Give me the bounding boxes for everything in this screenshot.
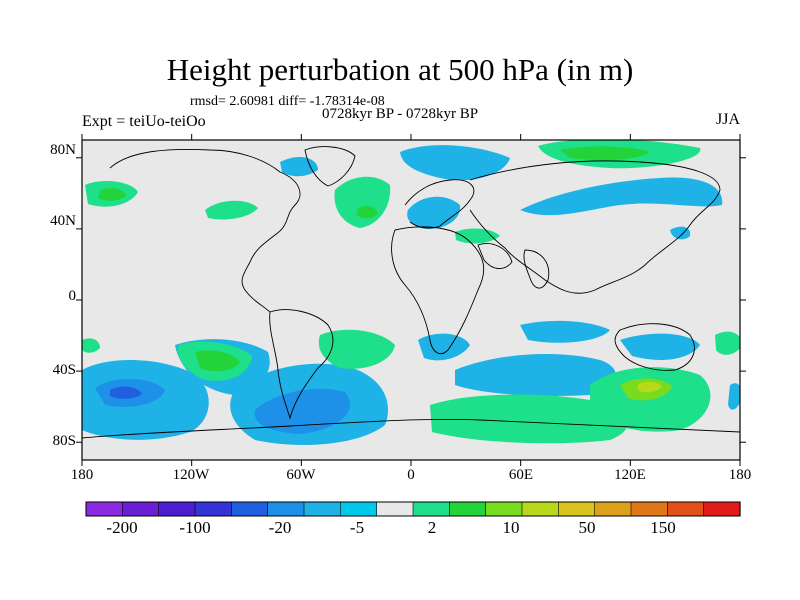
- contour-pacific-green-inner: [98, 188, 126, 201]
- coastline-greenland: [304, 146, 356, 187]
- stats-text: rmsd= 2.60981 diff= -1.78314e-08: [190, 94, 385, 109]
- colorbar-swatch: [412, 501, 450, 517]
- lon-label-60e: 60E: [508, 467, 534, 483]
- contour-soceanic-cyan: [455, 354, 617, 396]
- height-perturbation-field: [82, 140, 740, 445]
- contour-mideast-green: [455, 228, 500, 244]
- colorbar-swatch: [267, 501, 305, 517]
- coastline-asia: [469, 160, 721, 294]
- lon-label-180w: 180: [70, 467, 94, 483]
- colorbar-swatch: [158, 501, 196, 517]
- colorbar-label-50: 50: [578, 518, 596, 537]
- colorbar-frame: [85, 501, 741, 517]
- colorbar-label-150: 150: [650, 518, 676, 537]
- contour-arctic-cyan: [400, 145, 510, 181]
- colorbar-label-minus200: -200: [106, 518, 138, 537]
- colorbar: [85, 501, 741, 517]
- colorbar-swatch: [703, 501, 741, 517]
- contour-wpacific-green: [82, 338, 100, 353]
- lon-label-0: 0: [407, 467, 415, 483]
- colorbar-label-minus5: -5: [349, 518, 365, 537]
- coastline-india: [523, 249, 550, 289]
- coastline-north-america: [109, 148, 301, 313]
- coastline-africa: [391, 226, 485, 354]
- lon-label-120w: 120W: [172, 467, 210, 483]
- contour-spacific-green-inner: [195, 350, 240, 372]
- colorbar-swatch: [485, 501, 523, 517]
- contour-spacific-darkblue: [110, 386, 142, 399]
- lon-label-60w: 60W: [286, 467, 316, 483]
- lat-label-80s: 80S: [52, 433, 76, 449]
- colorbar-swatch: [521, 501, 559, 517]
- contour-nz-cyan: [728, 383, 740, 410]
- axis-ticks: [76, 134, 746, 466]
- lon-label-120e: 120E: [614, 467, 646, 483]
- colorbar-swatch: [303, 501, 341, 517]
- colorbar-swatch: [231, 501, 269, 517]
- contour-npacific-green: [205, 200, 258, 220]
- lat-label-40n: 40N: [50, 213, 76, 229]
- coastline-australia: [614, 323, 695, 371]
- coastline-europe: [404, 179, 475, 229]
- coastline-arabia: [477, 243, 513, 269]
- colorbar-label-2: 2: [427, 518, 437, 537]
- lat-label-80n: 80N: [50, 142, 76, 158]
- coastlines: [82, 146, 740, 439]
- contour-nz-green: [715, 331, 740, 355]
- contour-indian-cyan: [520, 320, 610, 343]
- contour-atlantic-green-inner: [356, 206, 378, 219]
- lat-label-0: 0: [68, 288, 77, 304]
- contour-arctic-green-inner: [560, 146, 650, 160]
- colorbar-swatch: [630, 501, 668, 517]
- contour-australia-cyan: [620, 333, 700, 361]
- colorbar-swatch: [449, 501, 487, 517]
- contour-soceanic-green-band: [430, 394, 628, 444]
- contour-safrica-cyan: [418, 333, 470, 361]
- plot-title: Height perturbation at 500 hPa (in m): [166, 52, 634, 87]
- coastline-south-america: [269, 309, 334, 420]
- colorbar-swatch: [594, 501, 632, 517]
- contour-sam-green: [318, 329, 395, 369]
- period-text: 0728kyr BP - 0728kyr BP: [322, 106, 479, 122]
- colorbar-swatch: [85, 501, 123, 517]
- lon-label-180e: 180: [728, 467, 752, 483]
- season-label: JJA: [716, 111, 741, 128]
- colorbar-label-minus100: -100: [179, 518, 211, 537]
- experiment-label: Expt = teiUo-teiOo: [82, 113, 206, 130]
- contour-sindian-yellowgreen: [638, 381, 662, 393]
- lat-label-40s: 40S: [52, 362, 76, 378]
- colorbar-swatch: [122, 501, 160, 517]
- colorbar-swatch: [376, 501, 414, 517]
- contour-midlat-cyan: [670, 226, 691, 240]
- colorbar-swatch: [340, 501, 378, 517]
- coastline-antarctica: [82, 419, 740, 439]
- colorbar-swatch: [667, 501, 705, 517]
- contour-siberia-cyan: [520, 177, 723, 216]
- colorbar-label-10: 10: [502, 518, 520, 537]
- colorbar-swatch: [194, 501, 232, 517]
- colorbar-label-minus20: -20: [268, 518, 292, 537]
- contour-satlantic-blue: [254, 388, 350, 434]
- colorbar-swatch: [558, 501, 596, 517]
